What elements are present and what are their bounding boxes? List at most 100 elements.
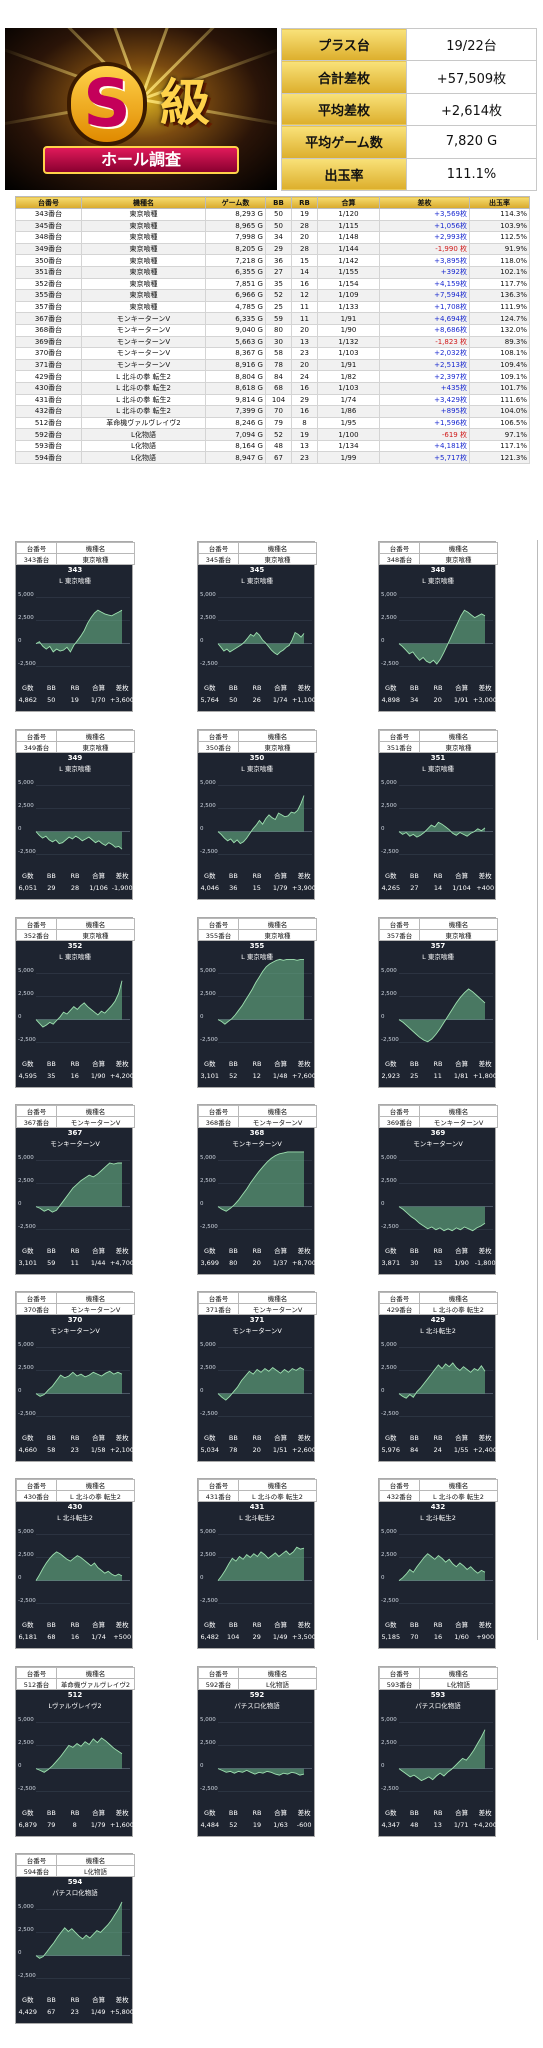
table-cell: 19 xyxy=(291,208,318,221)
stat-header: RB xyxy=(433,1434,443,1442)
chart-title: L 東京喰種 xyxy=(422,577,454,585)
stat-header: G数 xyxy=(22,1060,34,1068)
card-machine-number: 594番台 xyxy=(16,1865,57,1877)
card-model-name: L 北斗の拳 転生2 xyxy=(238,1490,317,1502)
table-cell: +3,895枚 xyxy=(379,254,470,267)
slump-graph: 5,000 2,500 0 -2,500 xyxy=(18,1342,130,1417)
stat-header: G数 xyxy=(22,872,34,880)
stat-value: 1/74 xyxy=(91,1633,106,1641)
card-machine-number: 371番台 xyxy=(198,1303,239,1315)
table-cell: モンキーターンV xyxy=(81,323,206,337)
slump-card-367: 台番号 機種名 367番台 モンキーターンV 367 モンキーターンV 5,000 2,500… xyxy=(15,1104,135,1275)
card-label-number: 台番号 xyxy=(16,1105,57,1117)
card-stats: G数 BB RB 合算 差枚 5,764 50 26 1/74 +1,100 xyxy=(198,682,316,710)
table-cell: 11 xyxy=(291,300,318,314)
stat-value: 16 xyxy=(70,1633,80,1641)
stat-header: G数 xyxy=(204,872,216,880)
y-tick-label: 2,500 xyxy=(381,1178,397,1184)
stat-header: BB xyxy=(46,1434,56,1442)
stat-header: RB xyxy=(70,1809,80,1817)
stat-header: BB xyxy=(409,684,419,692)
s-rank-logo: S xyxy=(67,62,147,146)
card-header: 台番号 機種名 355番台 東京喰種 xyxy=(198,918,317,941)
table-cell: 104 xyxy=(265,393,292,407)
table-cell: 430番台 xyxy=(15,381,82,395)
y-tick-label: -2,500 xyxy=(18,1411,36,1417)
chart-title: L 東京喰種 xyxy=(422,765,454,773)
card-model-name: 東京喰種 xyxy=(238,553,317,565)
table-cell: 1/90 xyxy=(317,323,380,337)
table-cell: 1/103 xyxy=(317,381,380,395)
card-stats: G数 BB RB 合算 差枚 6,482 104 29 1/49 +3,500 xyxy=(198,1619,316,1647)
table-cell: 東京喰種 xyxy=(81,242,206,256)
chart-title: L 東京喰種 xyxy=(241,953,273,961)
table-cell: 7,399 G xyxy=(205,405,266,418)
summary-row: プラス台 19/22台 xyxy=(281,27,537,62)
slump-area xyxy=(36,1163,122,1213)
chart-number: 343 xyxy=(67,566,83,574)
card-header: 台番号 機種名 370番台 モンキーターンV xyxy=(16,1292,135,1315)
card-stats: G数 BB RB 合算 差枚 4,429 67 23 1/49 +5,800 xyxy=(16,1994,134,2022)
card-model-name: L化物語 xyxy=(56,1865,135,1877)
slump-area xyxy=(36,1901,122,1959)
card-header: 台番号 機種名 369番台 モンキーターンV xyxy=(379,1105,498,1128)
stat-value: 3,871 xyxy=(381,1259,401,1267)
slump-area xyxy=(36,1738,122,1773)
summary-row: 合計差枚 +57,509枚 xyxy=(281,60,537,94)
slump-graph: 5,000 2,500 0 -2,500 xyxy=(381,1529,493,1604)
slump-graph: 5,000 2,500 0 -2,500 xyxy=(200,592,312,667)
card-label-model: 機種名 xyxy=(238,1479,317,1491)
stat-value: 19 xyxy=(252,1821,262,1829)
table-cell: モンキーターンV xyxy=(81,358,206,372)
y-tick-label: 2,500 xyxy=(18,1552,34,1558)
table-cell: 345番台 xyxy=(15,219,82,233)
stat-value: 1/90 xyxy=(454,1259,469,1267)
stat-value: 4,484 xyxy=(200,1821,220,1829)
summary-row: 出玉率 111.1% xyxy=(281,157,537,191)
table-cell: 8,205 G xyxy=(205,242,266,256)
stat-header: RB xyxy=(252,1247,262,1255)
table-cell: 16 xyxy=(291,381,318,395)
y-tick-label: -2,500 xyxy=(18,661,36,667)
slump-line xyxy=(35,1370,123,1397)
stat-value: +5,800 xyxy=(109,2008,134,2016)
y-tick-label: 5,000 xyxy=(18,592,34,598)
stat-header: G数 xyxy=(385,684,397,692)
stat-value: 1/74 xyxy=(272,696,288,704)
stat-value: 5,976 xyxy=(381,1446,401,1454)
stat-value: 84 xyxy=(410,1446,419,1454)
table-cell: 48 xyxy=(265,439,292,453)
stat-header: BB xyxy=(228,872,238,880)
card-machine-number: 357番台 xyxy=(379,929,420,941)
chart-number: 430 xyxy=(67,1503,83,1511)
summary-value: +2,614枚 xyxy=(406,92,537,127)
y-tick-label: 0 xyxy=(18,638,22,644)
table-cell: 136.3% xyxy=(469,289,530,302)
table-cell: L化物語 xyxy=(81,439,206,453)
slump-line xyxy=(217,631,305,656)
card-stats: G数 BB RB 合算 差枚 4,265 27 14 1/104 +400 xyxy=(379,870,497,898)
chart-title: L 東京喰種 xyxy=(59,765,91,773)
table-cell: 7,094 G xyxy=(205,428,266,441)
table-cell: 28 xyxy=(291,219,318,233)
chart-number: 350 xyxy=(249,754,265,762)
stat-value: 8 xyxy=(72,1821,77,1829)
y-tick-label: 0 xyxy=(18,1014,22,1020)
slump-card-368: 台番号 機種名 368番台 モンキーターンV 368 モンキーターンV 5,000 2,500… xyxy=(197,1104,317,1275)
card-machine-number: 512番台 xyxy=(16,1678,57,1690)
card-model-name: モンキーターンV xyxy=(56,1303,135,1315)
slump-area xyxy=(218,1151,304,1212)
stat-header: 合算 xyxy=(274,684,288,692)
card-machine-number: 431番台 xyxy=(198,1490,239,1502)
table-cell: 59 xyxy=(265,312,292,325)
slump-graph: 5,000 2,500 0 -2,500 xyxy=(18,1155,130,1230)
y-tick-label: 5,000 xyxy=(18,1904,34,1910)
table-row: 512番台 革命機ヴァルヴレイヴ2 8,246 G 79 8 1/95 +1,596枚 106… xyxy=(15,416,530,430)
table-cell: +1,056枚 xyxy=(379,219,470,233)
stat-header: RB xyxy=(70,1996,80,2004)
card-model-name: 東京喰種 xyxy=(238,929,317,941)
stat-header: BB xyxy=(46,1809,56,1817)
stat-value: 4,046 xyxy=(200,884,220,892)
slump-card-369: 台番号 機種名 369番台 モンキーターンV 369 モンキーターンV 5,000 2,500… xyxy=(378,1104,498,1275)
